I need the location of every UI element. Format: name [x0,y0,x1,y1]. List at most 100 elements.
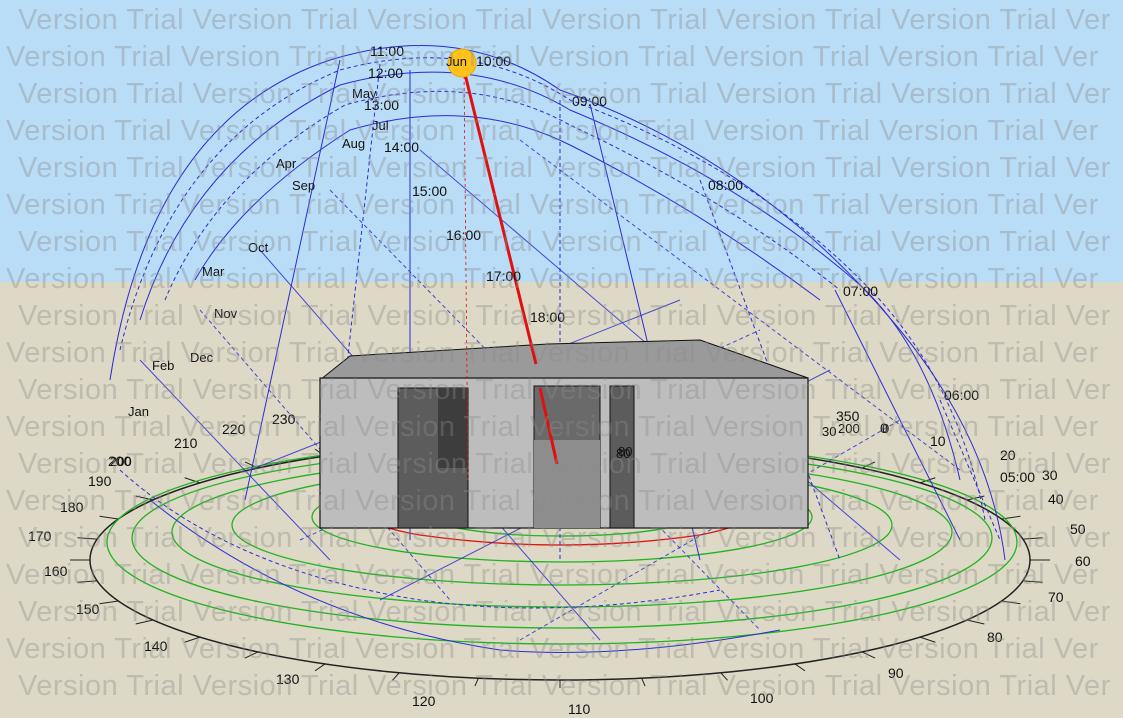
azimuth-label: 170 [28,528,52,544]
sunpath-arc [109,44,1006,561]
hour-label: 08:00 [708,177,743,193]
compass-tick [184,636,201,643]
hour-label: 18:00 [530,309,565,325]
hour-line [834,289,961,541]
month-label: Jul [372,118,389,133]
sunpath-grid-line [519,419,901,641]
azimuth-label: 160 [44,563,68,579]
azimuth-label: 100 [750,690,774,706]
sunpath-arc [149,499,781,653]
hour-label: 14:00 [384,139,419,155]
azimuth-label: 60 [1075,553,1091,569]
inner-azimuth-label: 200 [838,421,860,436]
compass-tick [244,651,259,659]
inner-azimuth-label: 30 [822,424,836,439]
month-label: Dec [190,350,214,365]
inner-azimuth-label: 200 [110,454,132,469]
building-roof [318,339,809,381]
compass-tick [966,619,985,625]
compass-tick [641,677,646,687]
inner-azimuth-label: 0 [882,421,889,436]
azimuth-label: 40 [1048,491,1064,507]
compass-tick [919,477,936,484]
azimuth-label: 200 [108,453,132,469]
month-label: Jun [446,54,467,69]
azimuth-label: 150 [76,601,100,617]
azimuth-label: 50 [1070,521,1086,537]
hour-line [939,399,1001,541]
azimuth-label: 140 [144,638,168,654]
compass-tick [392,672,400,681]
azimuth-label: 90 [888,665,904,681]
month-label: Feb [152,358,174,373]
compass-tick [720,672,728,681]
sun-icon[interactable] [447,48,477,78]
compass-tick [794,663,806,672]
sunpath-arc [119,469,721,609]
month-label: Mar [202,264,225,279]
azimuth-label: 0 [880,420,888,436]
hour-label: 13:00 [364,97,399,113]
building [318,339,809,529]
compass-tick [1022,580,1043,583]
compass-tick [77,580,98,583]
azimuth-label: 20 [1000,447,1016,463]
azimuth-labels: 0 10 20 30 40 50 60 70 80 90 100 110 120 130 140 150 160… [28,408,1091,717]
hour-label: 12:00 [368,65,403,81]
azimuth-label: 130 [276,671,300,687]
azimuth-label: 230 [272,411,296,427]
inner-azimuth-label: 80 [618,444,632,459]
azimuth-label: 80 [987,629,1003,645]
hour-label: 15:00 [412,183,447,199]
hour-label: 05:00 [1000,469,1035,485]
azimuth-label: 210 [174,435,198,451]
sunpath-grid-line [329,189,761,631]
compass-tick [1001,600,1021,605]
azimuth-label: 70 [1048,589,1064,605]
compass-tick [135,619,154,625]
month-labels: Jan Feb Mar Apr May Jun Jul Aug Sep Oct Nov Dec [128,54,467,419]
sunpath-grid-line [139,359,331,561]
compass-tick [861,651,876,659]
month-label: Nov [214,306,238,321]
azimuth-label: 110 [568,701,591,717]
azimuth-label: 220 [222,421,246,437]
month-label: Aug [342,136,365,151]
sun-ray [462,69,538,365]
compass-tick [99,515,119,520]
sunpath-arc [194,115,821,301]
month-label: Apr [276,156,297,171]
azimuth-label: 190 [88,473,112,489]
sunpath-arc [119,57,986,521]
sun-ray-projection [538,387,559,465]
building-opening-center-floor [534,440,600,528]
compass-tick [314,663,326,672]
sunpath-arc [164,90,841,301]
compass-tick [77,537,98,540]
sun-vertical-dropline [463,69,469,481]
building-opening-right [609,385,635,529]
sunpath-grid-line [519,139,961,471]
hour-label: 11:00 [370,43,404,59]
hour-line [244,59,341,501]
building-opening-left-inner [438,388,468,468]
month-label: Jan [128,404,149,419]
hour-label: 16:00 [446,227,481,243]
azimuth-label: 180 [60,499,84,515]
compass-tick [919,636,936,643]
month-label: Sep [292,178,315,193]
compass-tick [1022,537,1043,540]
hour-label: 09:00 [572,93,607,109]
azimuth-label: 10 [930,433,946,449]
compass-tick [184,477,201,484]
azimuth-label: 350 [836,408,860,424]
inner-azimuth-label: 80 [616,446,630,461]
hour-label: 06:00 [944,387,979,403]
hour-label: 17:00 [486,268,521,284]
sunpath-arc [139,71,961,481]
hour-label: 10:00 [476,53,511,69]
month-label: Oct [248,240,269,255]
compass-tick [474,677,479,687]
